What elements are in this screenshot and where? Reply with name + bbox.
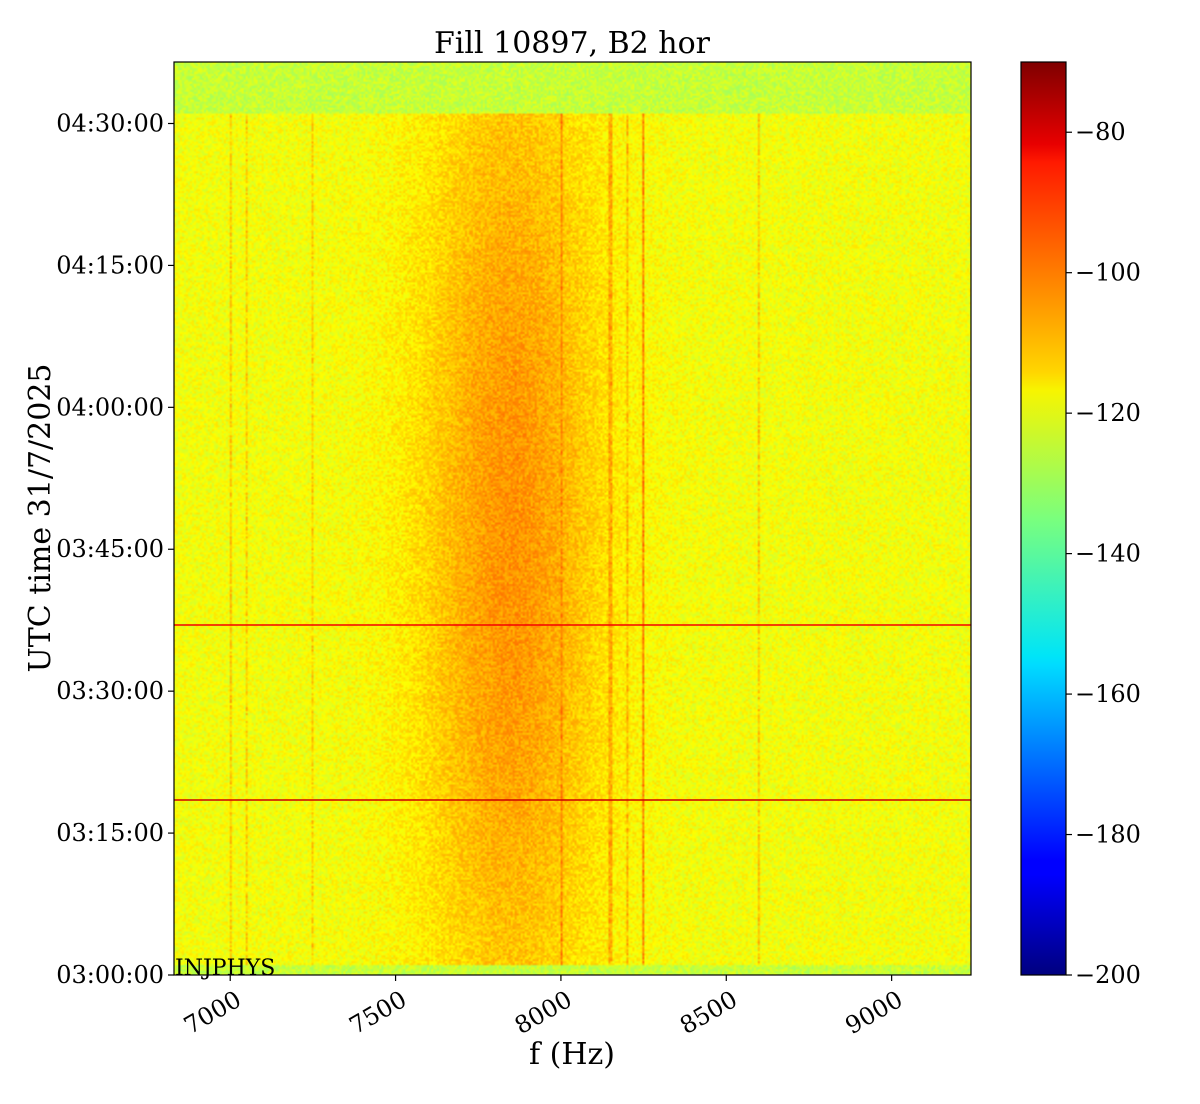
x-axis: 7000 7500 8000 8500 9000: [179, 975, 907, 1040]
heatmap-overlays: [174, 624, 971, 801]
x-tick-label-0: 7000: [179, 985, 246, 1040]
y-tick-label-4: 04:00:00: [56, 393, 164, 421]
colorbar-tick-label-2: −120: [1075, 399, 1141, 427]
colorbar-tick-label-1: −100: [1075, 259, 1141, 287]
y-tick-label-1: 03:15:00: [56, 819, 164, 847]
colorbar-tick-label-6: −200: [1075, 961, 1141, 989]
y-axis-label: UTC time 31/7/2025: [23, 364, 58, 673]
x-tick-label-4: 9000: [841, 985, 908, 1040]
colorbar-tick-label-3: −140: [1075, 540, 1141, 568]
y-tick-label-0: 03:00:00: [56, 961, 164, 989]
colorbar: [1020, 61, 1067, 976]
x-axis-label: f (Hz): [529, 1037, 615, 1072]
x-tick-label-2: 8000: [510, 985, 577, 1040]
colorbar-tick-label-4: −160: [1075, 680, 1141, 708]
y-axis: 03:00:00 03:15:00 03:30:00 03:45:00 04:00:00…: [56, 109, 174, 989]
heatmap-image: [174, 62, 971, 975]
plot-frame: [173, 61, 972, 976]
colorbar-tick-label-0: −80: [1075, 118, 1126, 146]
y-tick-label-3: 03:45:00: [56, 535, 164, 563]
colorbar-ticks: −80 −100 −120 −140 −160 −180 −200: [1066, 118, 1141, 989]
x-tick-label-3: 8500: [675, 985, 742, 1040]
y-tick-label-2: 03:30:00: [56, 677, 164, 705]
x-tick-label-1: 7500: [344, 985, 411, 1040]
colorbar-tick-label-5: −180: [1075, 821, 1141, 849]
annotation-label: INJPHYS: [175, 956, 275, 981]
y-tick-label-6: 04:30:00: [56, 109, 164, 137]
chart-title: Fill 10897, B2 hor: [434, 26, 711, 61]
y-tick-label-5: 04:15:00: [56, 251, 164, 279]
